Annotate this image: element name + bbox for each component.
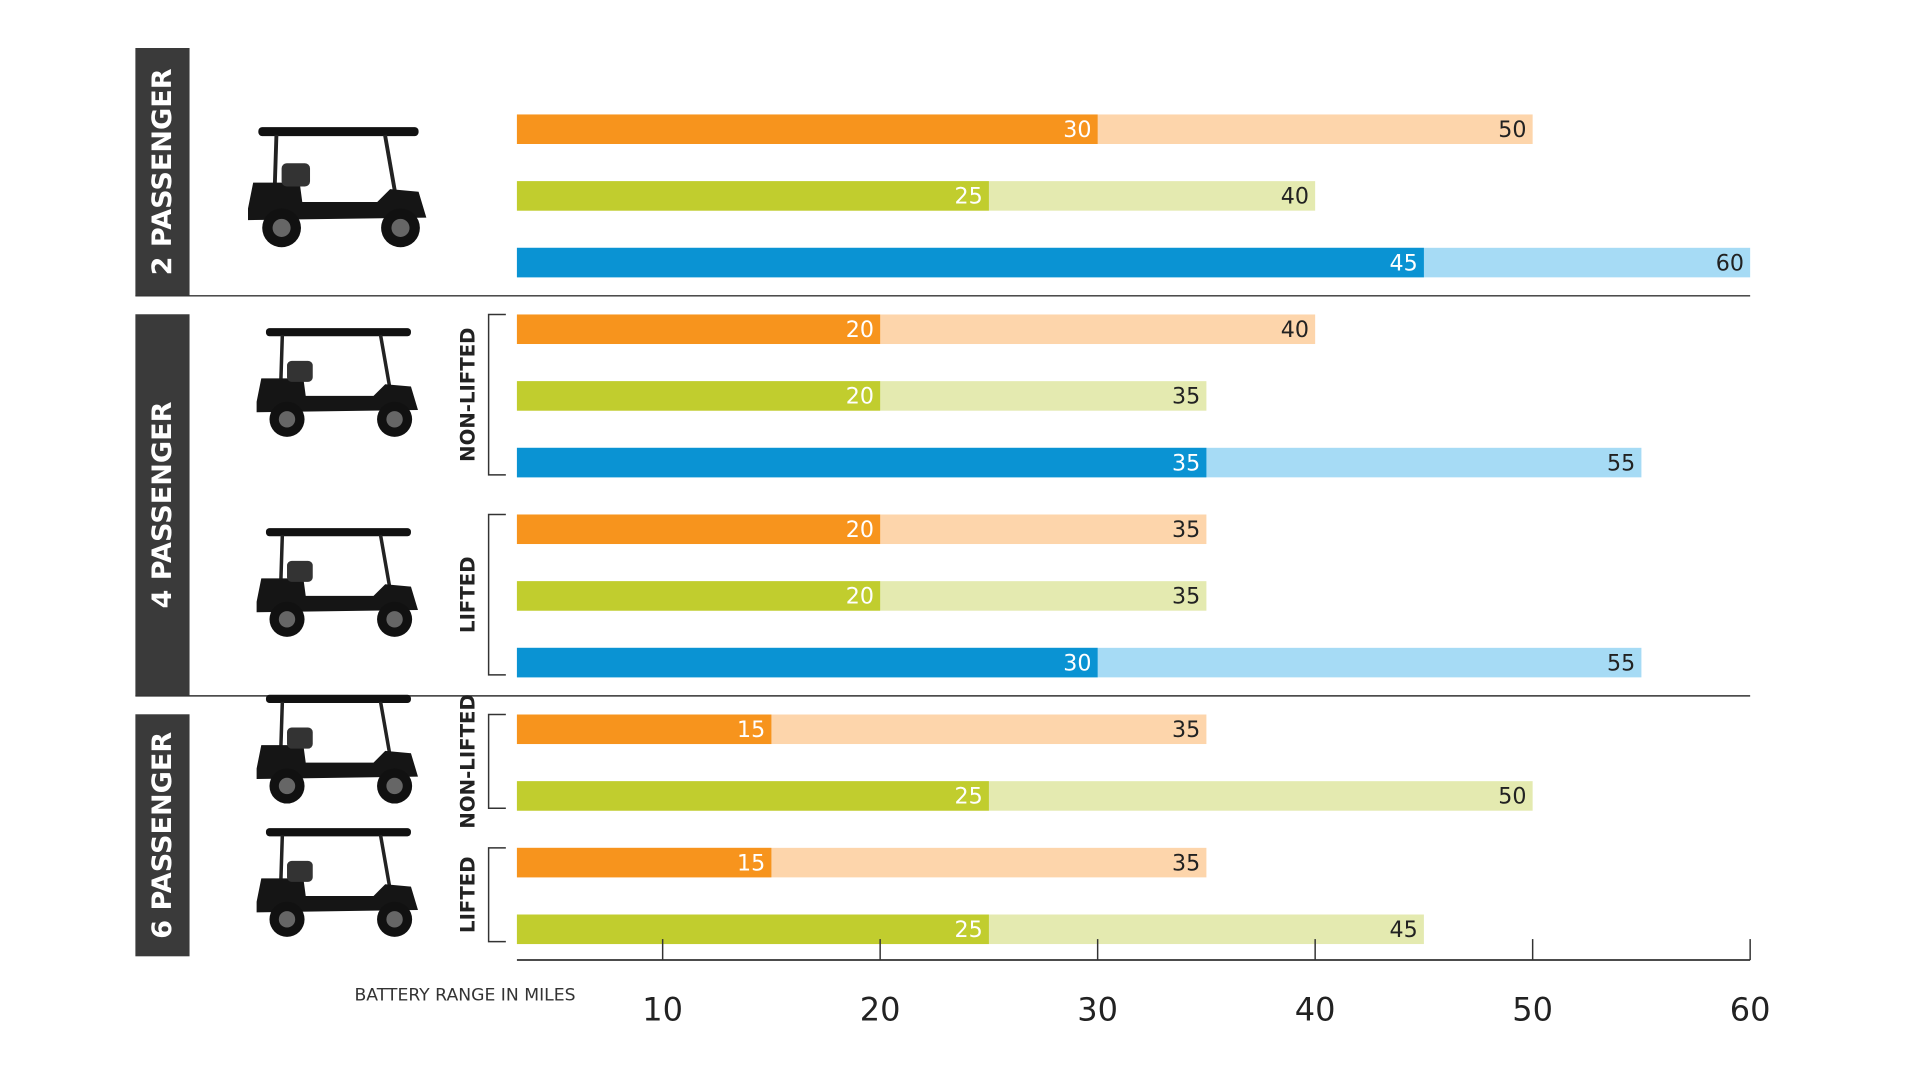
group-box xyxy=(135,714,190,957)
bar-low xyxy=(516,247,1424,278)
subgroup-label: NON-LIFTED xyxy=(456,694,479,828)
value-label-high: 60 xyxy=(1716,250,1744,276)
cart-image xyxy=(254,693,420,806)
group-box xyxy=(135,48,190,296)
cart-image xyxy=(254,326,420,439)
value-label-high: 50 xyxy=(1498,784,1526,810)
value-label-low: 35 xyxy=(1172,450,1200,476)
subgroup-label: LIFTED xyxy=(456,556,479,633)
x-tick-label: 40 xyxy=(1295,991,1336,1029)
value-label-high: 35 xyxy=(1172,717,1200,743)
x-tick-label: 60 xyxy=(1730,991,1771,1029)
bar-low xyxy=(516,381,881,411)
value-label-high: 55 xyxy=(1607,450,1635,476)
bracket xyxy=(487,847,506,943)
value-label-high: 45 xyxy=(1390,917,1418,943)
bar-low xyxy=(516,781,989,811)
cart-image xyxy=(254,826,420,939)
value-label-low: 25 xyxy=(955,784,983,810)
x-axis-label: BATTERY RANGE IN MILES xyxy=(354,986,575,1006)
value-label-low: 25 xyxy=(955,184,983,210)
value-label-high: 55 xyxy=(1607,650,1635,676)
bar-low xyxy=(516,647,1098,678)
bar-low xyxy=(516,114,1098,144)
bar-low xyxy=(516,514,881,545)
bar-low xyxy=(516,581,881,611)
x-tick-label: 50 xyxy=(1512,991,1553,1029)
value-label-low: 45 xyxy=(1390,250,1418,276)
bar-low xyxy=(516,847,772,878)
bracket xyxy=(487,513,506,676)
group-box xyxy=(135,314,190,696)
value-label-high: 35 xyxy=(1172,850,1200,876)
x-tick-label: 20 xyxy=(860,991,901,1029)
value-label-low: 15 xyxy=(737,717,765,743)
cart-image xyxy=(246,125,429,250)
bar-low xyxy=(516,714,772,745)
bracket xyxy=(487,313,506,476)
group-label: 6 PASSENGER xyxy=(147,732,178,939)
value-label-high: 35 xyxy=(1172,517,1200,543)
group-label: 2 PASSENGER xyxy=(147,68,178,275)
value-label-low: 20 xyxy=(846,584,874,610)
value-label-low: 20 xyxy=(846,317,874,343)
value-label-low: 30 xyxy=(1063,650,1091,676)
value-label-high: 40 xyxy=(1281,317,1309,343)
x-tick-label: 10 xyxy=(642,991,683,1029)
value-label-high: 40 xyxy=(1281,184,1309,210)
value-label-low: 15 xyxy=(737,850,765,876)
value-label-low: 20 xyxy=(846,384,874,410)
value-label-high: 50 xyxy=(1498,117,1526,143)
x-tick-label: 30 xyxy=(1077,991,1118,1029)
value-label-high: 35 xyxy=(1172,384,1200,410)
subgroup-label: LIFTED xyxy=(456,856,479,933)
value-label-low: 20 xyxy=(846,517,874,543)
bracket xyxy=(487,713,506,809)
subgroup-label: NON-LIFTED xyxy=(456,327,479,461)
cart-image xyxy=(254,526,420,639)
bar-low xyxy=(516,314,881,345)
value-label-low: 25 xyxy=(955,917,983,943)
bar-low xyxy=(516,914,989,945)
value-label-low: 30 xyxy=(1063,117,1091,143)
bar-low xyxy=(516,447,1207,478)
value-label-high: 35 xyxy=(1172,584,1200,610)
group-label: 4 PASSENGER xyxy=(147,401,178,608)
bar-low xyxy=(516,181,989,211)
